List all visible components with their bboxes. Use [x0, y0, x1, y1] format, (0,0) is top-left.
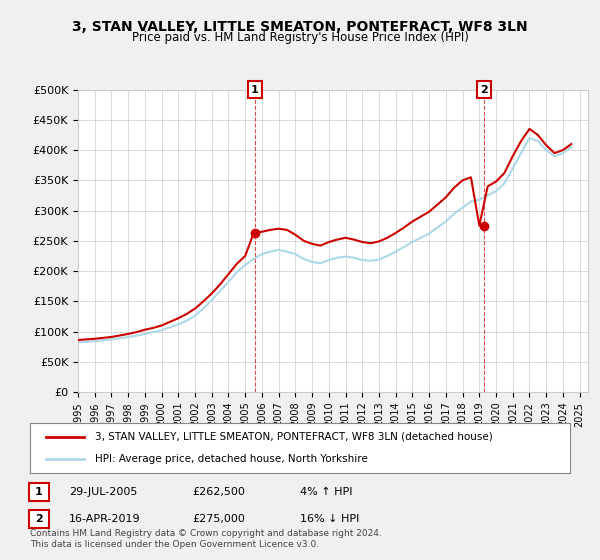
- Text: 29-JUL-2005: 29-JUL-2005: [69, 487, 137, 497]
- Text: 16% ↓ HPI: 16% ↓ HPI: [300, 514, 359, 524]
- Text: 2: 2: [35, 514, 43, 524]
- Text: HPI: Average price, detached house, North Yorkshire: HPI: Average price, detached house, Nort…: [95, 454, 368, 464]
- Text: Price paid vs. HM Land Registry's House Price Index (HPI): Price paid vs. HM Land Registry's House …: [131, 31, 469, 44]
- Text: 4% ↑ HPI: 4% ↑ HPI: [300, 487, 353, 497]
- Text: 3, STAN VALLEY, LITTLE SMEATON, PONTEFRACT, WF8 3LN (detached house): 3, STAN VALLEY, LITTLE SMEATON, PONTEFRA…: [95, 432, 493, 442]
- Text: Contains HM Land Registry data © Crown copyright and database right 2024.
This d: Contains HM Land Registry data © Crown c…: [30, 529, 382, 549]
- Text: 1: 1: [35, 487, 43, 497]
- Text: 1: 1: [251, 85, 259, 95]
- Text: 2: 2: [480, 85, 488, 95]
- Text: £275,000: £275,000: [192, 514, 245, 524]
- Text: £262,500: £262,500: [192, 487, 245, 497]
- Text: 3, STAN VALLEY, LITTLE SMEATON, PONTEFRACT, WF8 3LN: 3, STAN VALLEY, LITTLE SMEATON, PONTEFRA…: [72, 20, 528, 34]
- Text: 16-APR-2019: 16-APR-2019: [69, 514, 140, 524]
